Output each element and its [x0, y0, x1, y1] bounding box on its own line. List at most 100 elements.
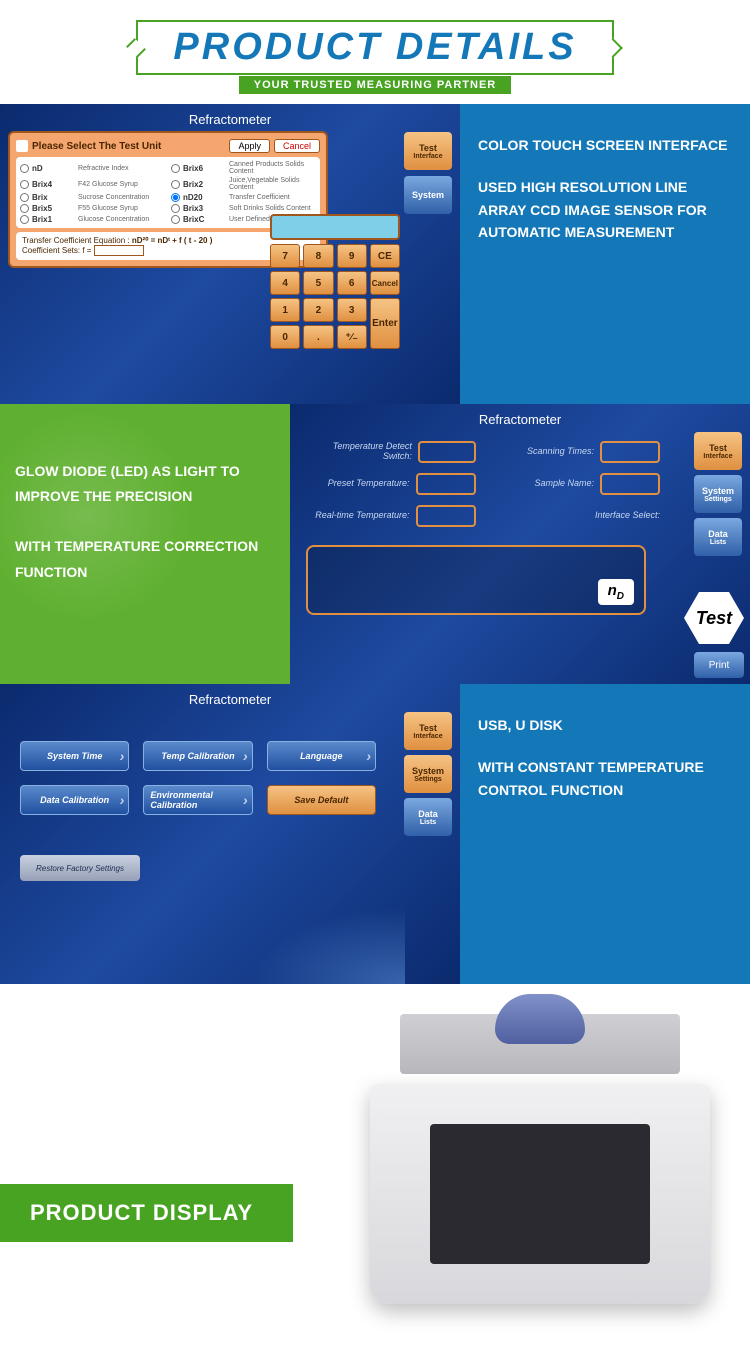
sample-name-input[interactable] [600, 473, 660, 495]
desc-2-line1: GLOW DIODE (LED) AS LIGHT TO IMPROVE THE… [15, 459, 275, 509]
select-icon [16, 140, 28, 152]
unit-radio[interactable] [171, 180, 180, 189]
key-5[interactable]: 5 [303, 271, 333, 295]
unit-radio[interactable] [171, 204, 180, 213]
desc-panel-1: COLOR TOUCH SCREEN INTERFACE USED HIGH R… [460, 104, 750, 404]
eq-label: Transfer Coefficient Equation : [22, 236, 130, 245]
system-grid: System Time Temp Calibration Language Data … [8, 711, 388, 825]
cancel-button[interactable]: Cancel [274, 139, 320, 153]
preset-temp-label: Preset Temperature: [328, 479, 410, 489]
key-.[interactable]: . [303, 325, 333, 349]
unit-code: Brix6 [183, 164, 211, 173]
unit-code: nD [32, 164, 60, 173]
header-title: PRODUCT DETAILS [136, 20, 613, 75]
desc-2-line2: WITH TEMPERATURE CORRECTION FUNCTION [15, 534, 275, 584]
test-interface-button[interactable]: Test Interface [404, 132, 452, 170]
unit-radio[interactable] [20, 204, 29, 213]
scan-times-label: Scanning Times: [527, 447, 594, 457]
result-box: nD [306, 545, 646, 615]
coef-input[interactable] [94, 245, 144, 256]
unit-code: Brix1 [32, 215, 60, 224]
real-temp-input[interactable] [416, 505, 476, 527]
unit-desc: Sucrose Concentration [78, 194, 149, 201]
sys-btn-2[interactable]: Language [267, 741, 376, 771]
nd-badge: nD [598, 579, 634, 605]
print-button[interactable]: Print [694, 652, 744, 678]
test-hex-button[interactable]: Test [684, 592, 744, 644]
screen-title-3: Refractometer [8, 692, 452, 707]
key-9[interactable]: 9 [337, 244, 367, 268]
screen-title: Refractometer [8, 112, 452, 127]
desc-3-line2: WITH CONSTANT TEMPERATURE CONTROL FUNCTI… [478, 756, 732, 801]
test-interface-button-3[interactable]: TestInterface [404, 712, 452, 750]
keypad-area: 789CE 456Cancel 123Enter 0.⁺∕₋ [270, 214, 400, 349]
panel-1: Refractometer Please Select The Test Uni… [0, 104, 750, 404]
apply-button[interactable]: Apply [229, 139, 270, 153]
unit-radio[interactable] [20, 180, 29, 189]
key-CE[interactable]: CE [370, 244, 400, 268]
key-⁺∕₋[interactable]: ⁺∕₋ [337, 325, 367, 349]
unit-desc: User Defined [229, 216, 270, 223]
sys-btn-3[interactable]: Data Calibration [20, 785, 129, 815]
iface-select-label: Interface Select: [595, 511, 660, 521]
select-title: Please Select The Test Unit [32, 141, 225, 152]
coef-label: Coefficient Sets: f = [22, 246, 91, 255]
sys-btn-4[interactable]: Environmental Calibration [143, 785, 252, 815]
system-settings-button-3[interactable]: SystemSettings [404, 755, 452, 793]
scan-times-input[interactable] [600, 441, 660, 463]
key-6[interactable]: 6 [337, 271, 367, 295]
key-Enter[interactable]: Enter [370, 298, 400, 349]
restore-button[interactable]: Restore Factory Settings [20, 855, 140, 881]
unit-code: Brix3 [183, 204, 211, 213]
unit-desc: Canned Products Solids Content [229, 161, 316, 175]
unit-desc: Soft Drinks Solids Content [229, 205, 311, 212]
unit-radio[interactable] [20, 164, 29, 173]
data-lists-button-3[interactable]: DataLists [404, 798, 452, 836]
sys-btn-5[interactable]: Save Default [267, 785, 376, 815]
desc-panel-3: USB, U DISK WITH CONSTANT TEMPERATURE CO… [460, 684, 750, 984]
sample-name-label: Sample Name: [534, 479, 594, 489]
key-7[interactable]: 7 [270, 244, 300, 268]
sys-btn-1[interactable]: Temp Calibration [143, 741, 252, 771]
preset-temp-input[interactable] [416, 473, 476, 495]
unit-radio[interactable] [171, 164, 180, 173]
unit-code: BrixC [183, 215, 211, 224]
screen-3: Refractometer System Time Temp Calibratio… [0, 684, 460, 984]
key-8[interactable]: 8 [303, 244, 333, 268]
desc-3-line1: USB, U DISK [478, 714, 732, 736]
device-image [370, 994, 710, 1304]
unit-desc: Refractive Index [78, 165, 129, 172]
unit-desc: Juice,Vegetable Solids Content [229, 177, 316, 191]
unit-radio[interactable] [20, 193, 29, 202]
equation: nD²⁰ = nDᵗ + f ( t - 20 ) [132, 236, 213, 245]
side-buttons-2: TestInterface SystemSettings DataLists [694, 432, 742, 556]
unit-code: Brix5 [32, 204, 60, 213]
unit-radio[interactable] [171, 215, 180, 224]
desc-panel-2: GLOW DIODE (LED) AS LIGHT TO IMPROVE THE… [0, 404, 290, 684]
unit-desc: Transfer Coefficient [229, 194, 290, 201]
key-Cancel[interactable]: Cancel [370, 271, 400, 295]
system-settings-button-2[interactable]: SystemSettings [694, 475, 742, 513]
panel-3: Refractometer System Time Temp Calibratio… [0, 684, 750, 984]
key-3[interactable]: 3 [337, 298, 367, 322]
sys-btn-0[interactable]: System Time [20, 741, 129, 771]
temp-switch-input[interactable] [418, 441, 476, 463]
key-0[interactable]: 0 [270, 325, 300, 349]
unit-desc: Glucose Concentration [78, 216, 149, 223]
form-grid: Temperature Detect Switch: Scanning Time… [298, 431, 668, 537]
key-1[interactable]: 1 [270, 298, 300, 322]
system-button[interactable]: System [404, 176, 452, 214]
keypad: 789CE 456Cancel 123Enter 0.⁺∕₋ [270, 244, 400, 349]
key-2[interactable]: 2 [303, 298, 333, 322]
unit-desc: F42 Glucose Syrup [78, 181, 138, 188]
real-temp-label: Real-time Temperature: [315, 511, 409, 521]
data-lists-button-2[interactable]: DataLists [694, 518, 742, 556]
unit-code: nD20 [183, 193, 211, 202]
unit-radio[interactable] [20, 215, 29, 224]
unit-radio[interactable] [171, 193, 180, 202]
key-4[interactable]: 4 [270, 271, 300, 295]
panel-2: GLOW DIODE (LED) AS LIGHT TO IMPROVE THE… [0, 404, 750, 684]
header-subtitle: YOUR TRUSTED MEASURING PARTNER [239, 76, 511, 94]
test-interface-button-2[interactable]: TestInterface [694, 432, 742, 470]
unit-code: Brix [32, 193, 60, 202]
